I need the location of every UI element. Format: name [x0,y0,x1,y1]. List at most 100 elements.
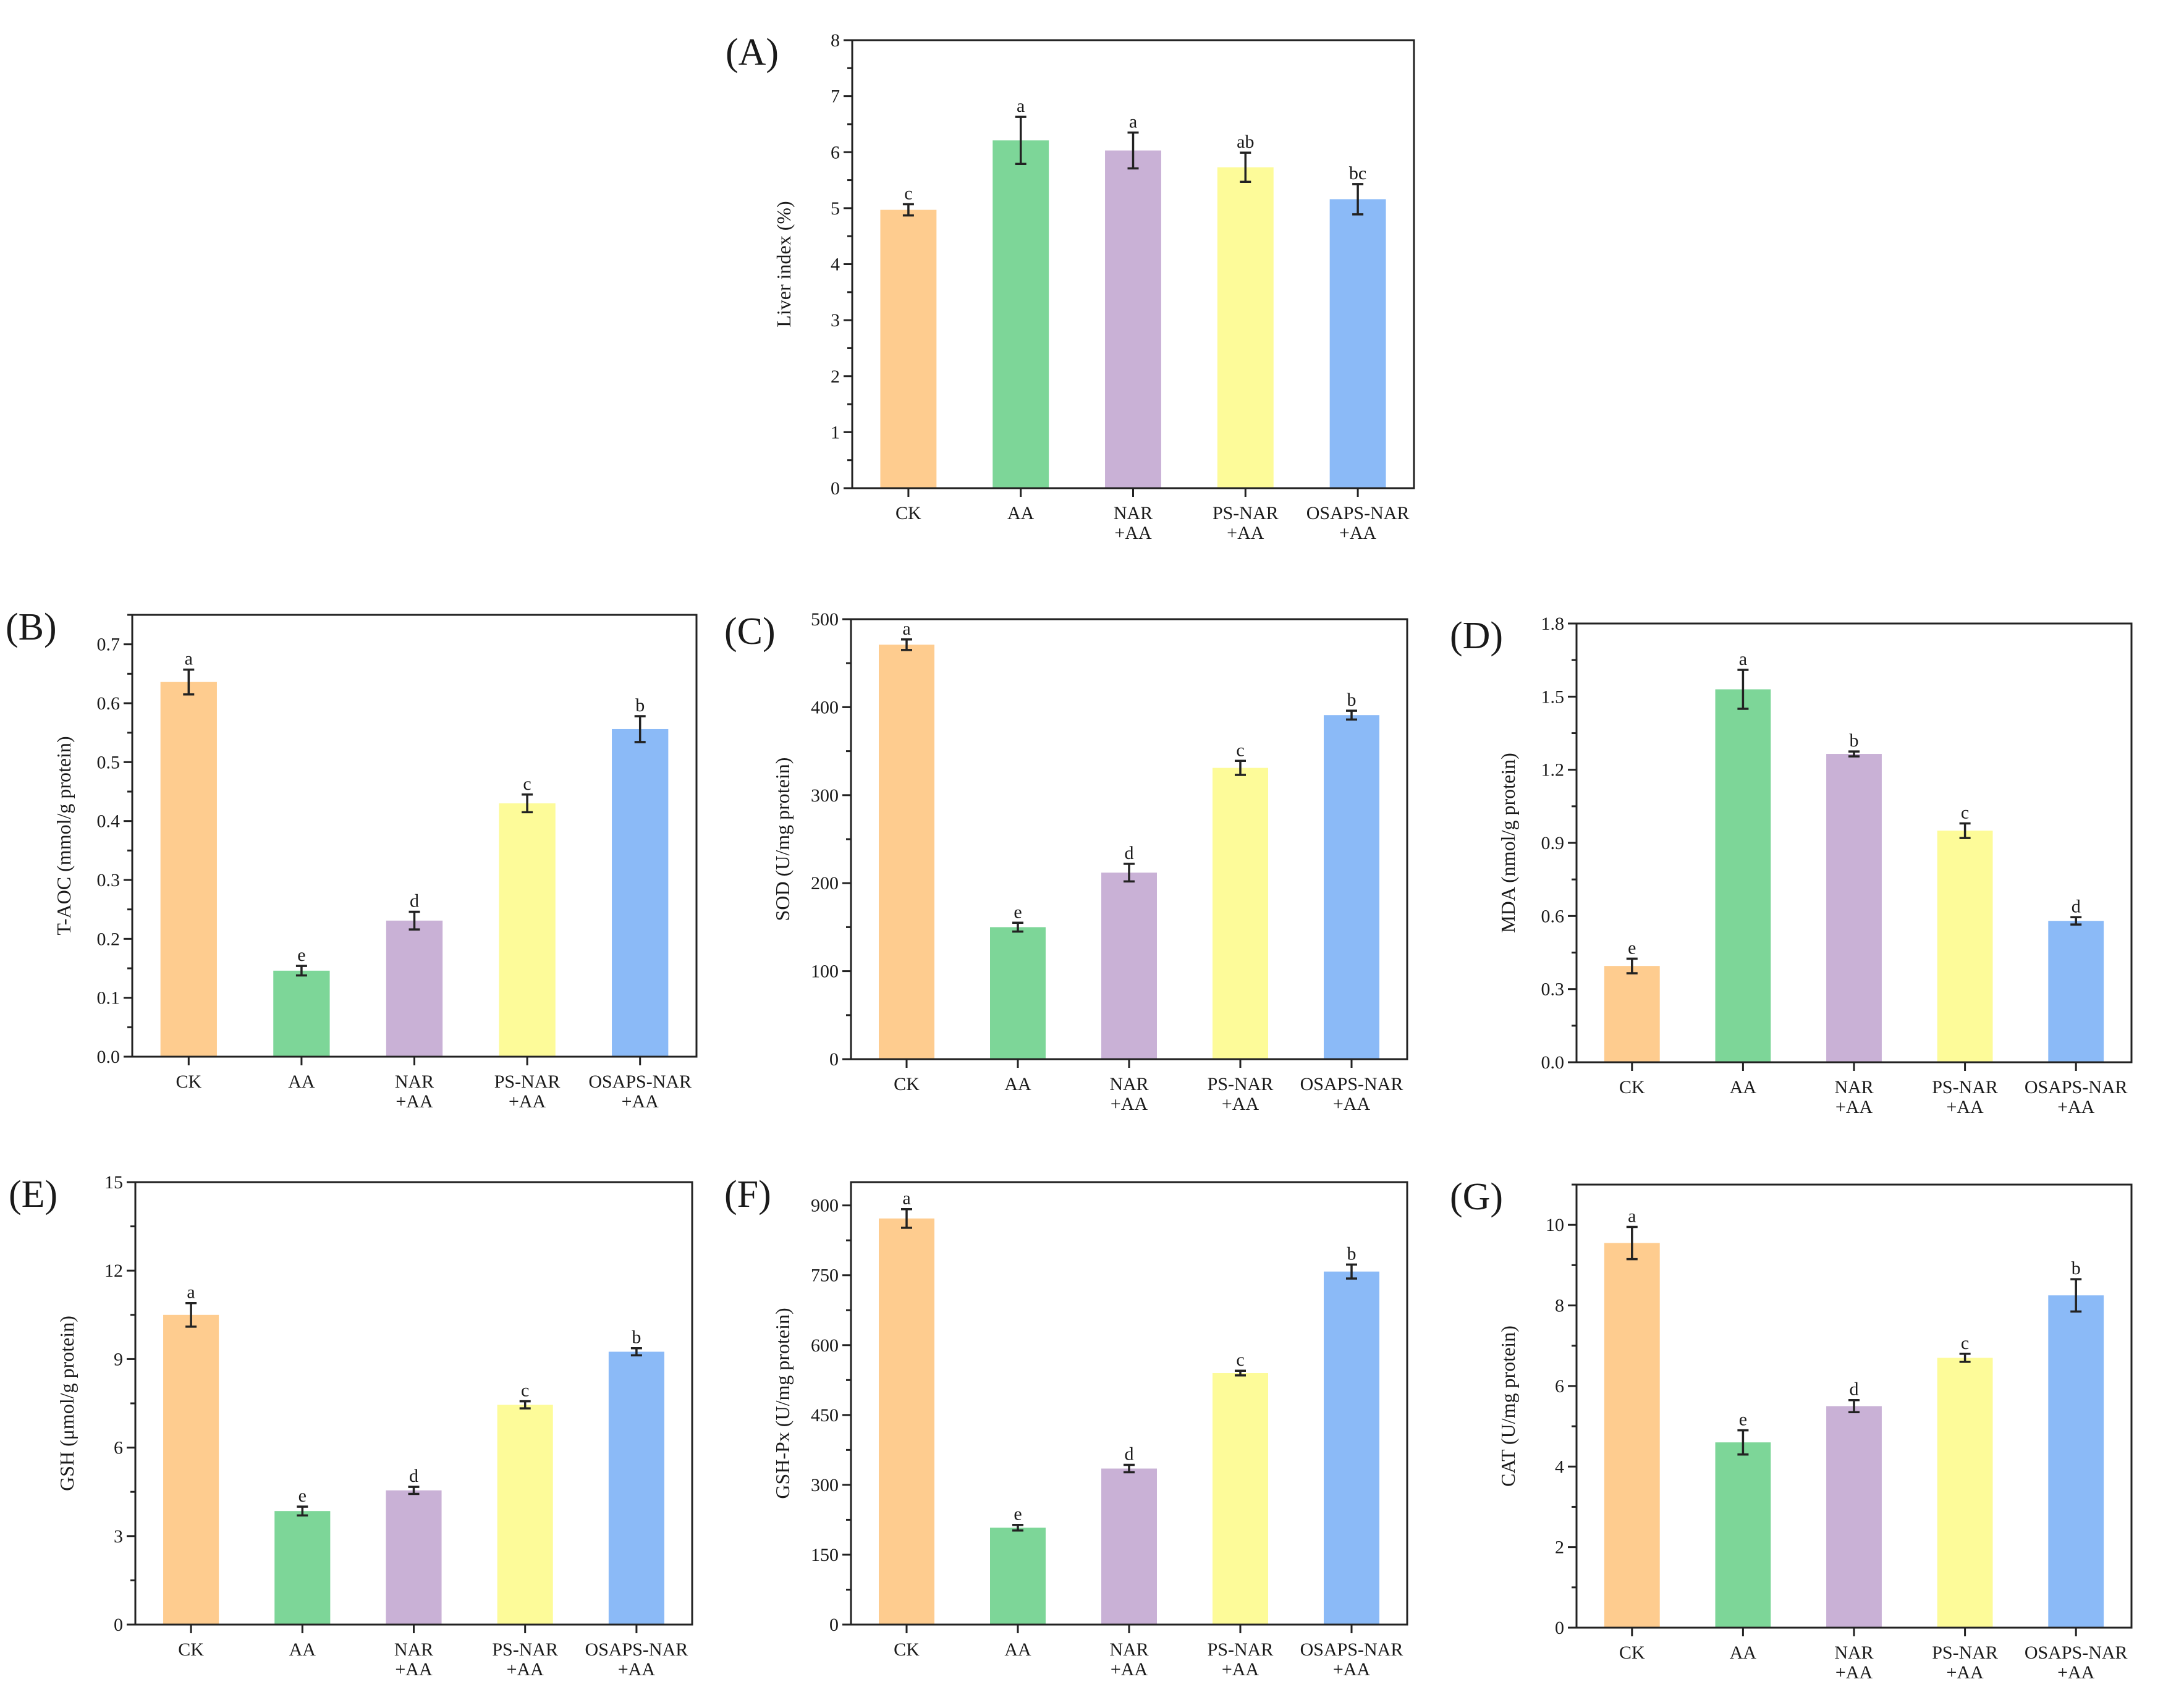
bar [990,927,1046,1059]
y-tick-label: 0.7 [97,635,121,655]
significance-letter: b [2072,1258,2081,1279]
bar [879,1218,934,1625]
x-tick-label: AA [1004,1639,1031,1660]
plot-frame [850,1181,1408,1626]
bar [2048,1295,2104,1628]
bar [993,140,1049,488]
x-tick-label: NAR +AA [1109,1074,1148,1114]
significance-letter: e [298,1486,307,1506]
significance-letter: d [1125,1444,1134,1464]
x-tick-label: PS-NAR +AA [1932,1077,1998,1117]
bar [1213,767,1268,1059]
panel-label: (B) [6,606,57,648]
y-tick-label: 1.2 [1541,760,1565,780]
x-tick-label: PS-NAR +AA [492,1639,558,1680]
y-tick-label: 2 [831,366,840,387]
bar [880,209,937,488]
chart-panel-b: (B) a CK e AA d NAR +AA c PS-NAR +AA b OSAPS-NAR +AA 0… [6,606,698,1112]
x-tick-label: NAR +AA [1834,1642,1873,1683]
bar [1324,1271,1379,1625]
y-tick-label: 0 [829,1615,839,1635]
bar [274,1511,331,1625]
y-tick-label: 6 [1555,1376,1564,1397]
x-tick-label: PS-NAR +AA [1208,1639,1274,1680]
panel-label: (F) [724,1173,771,1215]
bar [1715,1442,1771,1628]
y-tick-label: 12 [104,1261,123,1281]
x-tick-label: PS-NAR +AA [1208,1074,1274,1114]
bar [1324,715,1379,1059]
chart-panel-e: (E) a CK e AA d NAR +AA c PS-NAR +AA b OSAPS-NAR +AA 0… [9,1172,693,1680]
y-tick-label: 6 [831,142,840,163]
y-axis-label: GSH-Px (U/mg protein) [771,1308,794,1499]
bar [1826,1406,1882,1628]
y-tick-label: 0.0 [1541,1052,1565,1073]
x-tick-label: NAR +AA [1834,1077,1873,1117]
bar [1604,966,1660,1062]
bar [1604,1243,1660,1628]
y-tick-label: 0.6 [97,693,121,714]
y-tick-label: 0 [831,478,840,499]
bar [1715,689,1771,1062]
significance-letter: d [409,1466,418,1486]
significance-letter: c [1961,1333,1969,1353]
plot-frame [131,614,698,1058]
significance-letter: b [1850,730,1859,751]
significance-letter: b [635,695,645,716]
y-tick-label: 5 [831,198,840,219]
y-axis-label: GSH (μmol/g protein) [56,1316,78,1491]
panel-label: (A) [726,32,779,74]
x-tick-label: PS-NAR +AA [1213,503,1279,543]
bar [497,1405,553,1625]
y-tick-label: 1.5 [1541,687,1565,707]
x-tick-label: AA [1004,1074,1031,1094]
chart-panel-d: (D) e CK a AA b NAR +AA c PS-NAR +AA d OSAPS-NAR +AA 0… [1450,614,2133,1117]
y-tick-label: 0.0 [97,1047,121,1067]
y-tick-label: 500 [811,609,839,630]
significance-letter: ab [1237,132,1254,152]
x-tick-label: PS-NAR +AA [494,1072,561,1112]
bar [1937,1358,1993,1628]
x-tick-label: OSAPS-NAR +AA [1306,503,1410,543]
bar [990,1528,1046,1625]
x-tick-label: AA [1730,1642,1757,1663]
bar [1217,167,1274,488]
x-tick-label: OSAPS-NAR +AA [1300,1639,1403,1680]
panel-label: (E) [9,1173,57,1215]
significance-letter: e [1014,902,1022,922]
bar [1105,150,1161,488]
x-tick-label: AA [289,1639,316,1660]
x-tick-label: CK [895,503,921,523]
y-axis-label: SOD (U/mg protein) [771,758,794,921]
y-tick-label: 3 [831,310,840,331]
bar [1213,1373,1268,1625]
y-tick-label: 300 [811,1475,839,1495]
significance-letter: a [185,649,193,669]
significance-letter: bc [1349,163,1366,184]
y-tick-label: 150 [811,1545,839,1565]
y-tick-label: 600 [811,1335,839,1356]
y-tick-label: 400 [811,697,839,717]
chart-panel-a: (A) c CK a AA a NAR +AA ab PS-NAR +AA bc OSAPS-NAR +A… [726,30,1415,543]
y-tick-label: 8 [831,30,840,51]
x-tick-label: NAR +AA [394,1639,433,1680]
x-tick-label: OSAPS-NAR +AA [2025,1642,2128,1683]
y-tick-label: 6 [114,1438,123,1458]
bar [1329,199,1386,488]
x-tick-label: OSAPS-NAR +AA [1300,1074,1403,1114]
bar [612,729,669,1057]
x-tick-label: AA [1730,1077,1757,1097]
chart-panel-f: (F) a CK e AA d NAR +AA c PS-NAR +AA b OSAPS-NAR +AA 0… [724,1173,1408,1680]
bar [1937,831,1993,1062]
significance-letter: d [410,890,419,911]
significance-letter: b [632,1327,641,1348]
y-tick-label: 0 [1555,1618,1564,1638]
x-tick-label: CK [894,1074,920,1094]
significance-letter: e [1739,1410,1747,1430]
x-tick-label: NAR +AA [1109,1639,1148,1680]
significance-letter: a [1017,96,1025,116]
y-tick-label: 1.8 [1541,614,1565,634]
y-tick-label: 4 [1555,1456,1564,1477]
y-tick-label: 100 [811,962,839,982]
